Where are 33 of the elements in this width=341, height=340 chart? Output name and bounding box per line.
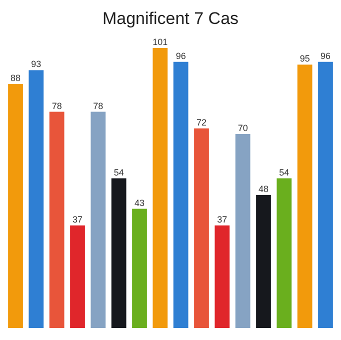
bar xyxy=(152,48,168,328)
bar xyxy=(256,194,271,328)
bar xyxy=(8,84,23,328)
data-label: 48 xyxy=(258,184,269,194)
data-label: 43 xyxy=(134,198,145,208)
bar xyxy=(173,62,188,328)
bar xyxy=(132,208,147,328)
bar xyxy=(318,62,333,328)
data-label: 101 xyxy=(152,37,168,47)
data-label: 37 xyxy=(72,214,83,224)
chart-title: Magnificent 7 Cas xyxy=(102,9,239,28)
bar xyxy=(194,128,209,328)
bar xyxy=(214,225,230,328)
data-label: 95 xyxy=(300,54,310,64)
bar xyxy=(276,178,292,328)
data-label: 72 xyxy=(196,117,207,128)
bar xyxy=(49,112,64,328)
data-label: 70 xyxy=(238,122,248,133)
bar xyxy=(297,64,312,328)
bar xyxy=(28,70,44,328)
bar xyxy=(235,134,250,328)
data-label: 93 xyxy=(31,59,42,70)
data-label: 54 xyxy=(114,167,124,178)
data-label: 37 xyxy=(217,214,228,224)
data-label: 88 xyxy=(10,73,21,84)
data-label: 78 xyxy=(52,100,62,111)
bar xyxy=(90,112,106,328)
data-label: 78 xyxy=(93,100,104,111)
bar xyxy=(70,225,85,328)
data-label: 54 xyxy=(279,167,290,178)
bar xyxy=(111,178,126,328)
data-label: 96 xyxy=(320,50,330,61)
data-label: 96 xyxy=(176,50,186,61)
